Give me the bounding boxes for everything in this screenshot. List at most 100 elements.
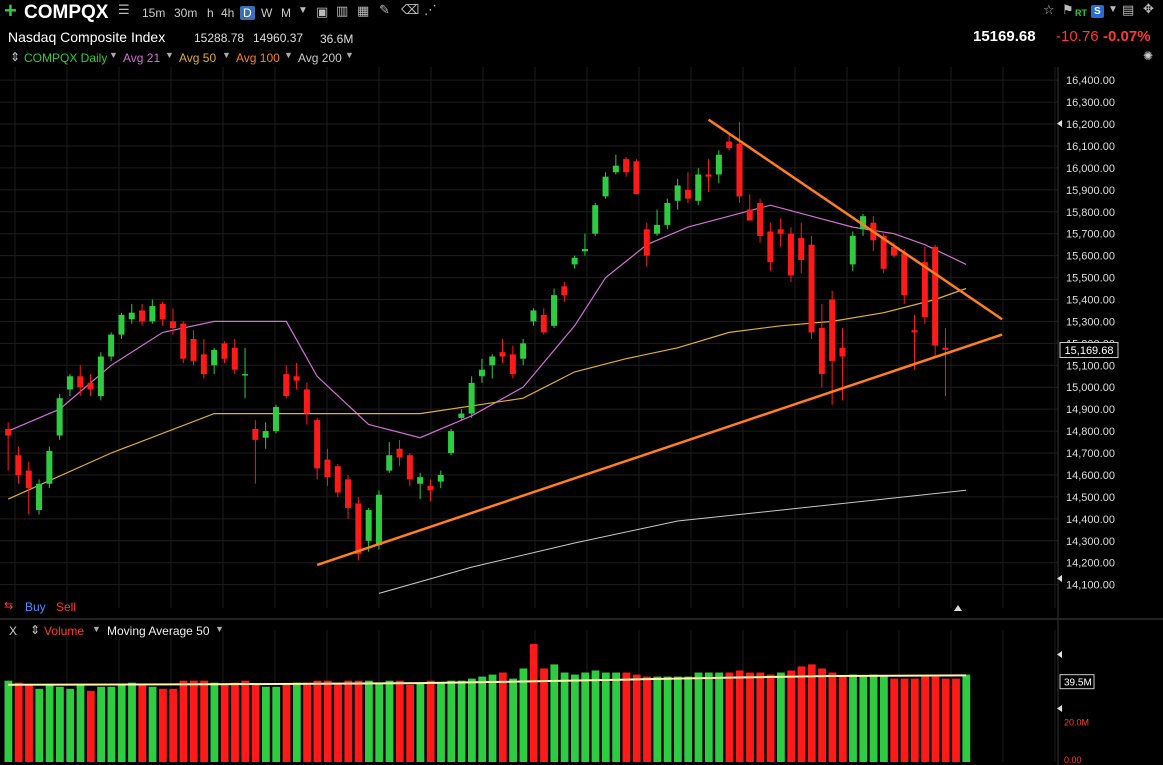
candle-body[interactable] (56, 398, 63, 436)
candle-body[interactable] (149, 306, 156, 322)
candle-body[interactable] (108, 334, 115, 357)
candle-body[interactable] (231, 347, 238, 370)
legend-main[interactable]: COMPQX Daily (24, 51, 108, 65)
candle-body[interactable] (221, 343, 228, 359)
chevron-down-icon-4[interactable]: ▼ (165, 50, 174, 60)
add-symbol-icon[interactable]: + (4, 0, 17, 23)
candle-body[interactable] (777, 229, 784, 234)
candle-body[interactable] (406, 455, 413, 480)
candle-body[interactable] (211, 349, 218, 366)
candle-body[interactable] (355, 503, 362, 554)
candle-body[interactable] (303, 389, 310, 414)
calculator-icon[interactable]: ▦ (357, 3, 370, 18)
candle-body[interactable] (932, 246, 939, 346)
candle-body[interactable] (324, 459, 331, 478)
palette-icon[interactable]: ✺ (1143, 49, 1154, 63)
candle-body[interactable] (592, 205, 599, 234)
tf-h[interactable]: h (207, 6, 214, 20)
candle-body[interactable] (911, 330, 918, 333)
expand-icon[interactable]: ⇕ (10, 50, 21, 64)
candle-body[interactable] (190, 338, 197, 361)
eraser-icon[interactable]: ⌫ (401, 2, 420, 17)
candle-body[interactable] (757, 202, 764, 236)
candle-body[interactable] (880, 235, 887, 269)
legend-avg50[interactable]: Avg 50 (179, 51, 217, 65)
candle-body[interactable] (5, 428, 12, 436)
candle-body[interactable] (36, 483, 43, 511)
bars-icon[interactable]: ▥ (336, 3, 349, 18)
candle-body[interactable] (489, 356, 496, 366)
candle-body[interactable] (612, 165, 619, 173)
candle-body[interactable] (458, 413, 465, 418)
candle-body[interactable] (581, 249, 588, 252)
candle-body[interactable] (643, 229, 650, 256)
legend-avg21[interactable]: Avg 21 (123, 51, 161, 65)
chevron-down-icon-8[interactable]: ▼ (92, 624, 101, 634)
candle-body[interactable] (283, 374, 290, 397)
candle-body[interactable] (499, 352, 506, 357)
candle-body[interactable] (478, 369, 485, 377)
buy-button[interactable]: Buy (25, 600, 46, 614)
candle-body[interactable] (77, 376, 84, 388)
candle-body[interactable] (334, 466, 341, 493)
candle-body[interactable] (530, 310, 537, 322)
chevron-down-icon-6[interactable]: ▼ (284, 50, 293, 60)
candle-body[interactable] (829, 299, 836, 361)
tf-m[interactable]: M (281, 6, 291, 20)
candle-body[interactable] (262, 431, 269, 438)
volume-expand-icon[interactable]: ⇕ (30, 623, 41, 637)
s-badge[interactable]: S (1091, 5, 1104, 18)
legend-avg100[interactable]: Avg 100 (236, 51, 280, 65)
trendline-upper[interactable] (707, 118, 1003, 321)
tf-d[interactable]: D (240, 6, 255, 20)
star-icon[interactable]: ☆ (1043, 2, 1055, 17)
candle-body[interactable] (169, 321, 176, 329)
chevron-down-icon[interactable]: ▼ (298, 5, 308, 16)
candle-body[interactable] (787, 233, 794, 276)
chevron-down-icon-5[interactable]: ▼ (222, 50, 231, 60)
symbol-label[interactable]: COMPQX (24, 2, 109, 23)
candle-body[interactable] (437, 474, 444, 482)
candle-body[interactable] (520, 343, 527, 359)
candle-body[interactable] (602, 176, 609, 197)
print-icon[interactable]: ▤ (1122, 2, 1135, 17)
candle-body[interactable] (571, 257, 578, 265)
candle-body[interactable] (365, 510, 372, 541)
candle-body[interactable] (87, 382, 94, 390)
candle-body[interactable] (705, 174, 712, 177)
candle-body[interactable] (25, 470, 32, 489)
chevron-down-icon-3[interactable]: ▼ (109, 50, 118, 60)
tf-30m[interactable]: 30m (174, 6, 198, 20)
candle-body[interactable] (159, 303, 166, 320)
tf-4h[interactable]: 4h (221, 6, 235, 20)
candle-body[interactable] (427, 485, 434, 491)
chart-type-icon[interactable]: ▣ (316, 4, 329, 19)
candle-body[interactable] (695, 174, 702, 201)
candle-body[interactable] (417, 477, 424, 484)
candle-body[interactable] (654, 224, 661, 234)
tf-w[interactable]: W (261, 6, 273, 20)
tf-15m[interactable]: 15m (142, 6, 166, 20)
candle-body[interactable] (674, 185, 681, 201)
candle-body[interactable] (448, 431, 455, 454)
chevron-down-icon-9[interactable]: ▼ (215, 624, 224, 634)
chevron-down-icon-2[interactable]: ▼ (1108, 4, 1118, 15)
candle-body[interactable] (118, 314, 125, 335)
candle-body[interactable] (736, 143, 743, 197)
trade-icon[interactable]: ⇆ (4, 600, 14, 612)
trendline-lower[interactable] (316, 333, 1003, 567)
close-volume-button[interactable]: X (9, 624, 18, 638)
candle-body[interactable] (808, 244, 815, 333)
candle-body[interactable] (623, 159, 630, 173)
volume-label[interactable]: Volume (44, 624, 85, 638)
candle-body[interactable] (509, 354, 516, 375)
candle-body[interactable] (66, 376, 73, 390)
candle-body[interactable] (139, 310, 146, 322)
sell-button[interactable]: Sell (56, 600, 77, 614)
candle-body[interactable] (901, 253, 908, 296)
candle-body[interactable] (849, 235, 856, 265)
candle-body[interactable] (890, 246, 897, 256)
candle-body[interactable] (860, 216, 867, 230)
candle-body[interactable] (664, 202, 671, 225)
